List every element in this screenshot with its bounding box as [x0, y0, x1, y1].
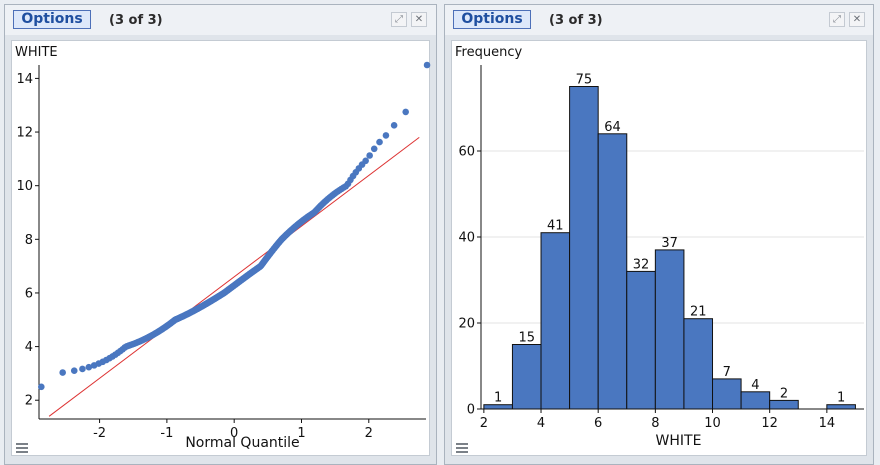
x-axis-label: WHITE	[656, 433, 702, 449]
x-tick-label: 8	[651, 416, 659, 431]
close-icon[interactable]: ✕	[411, 12, 427, 27]
y-tick-label: 40	[458, 231, 475, 246]
histogram-bar	[626, 270, 656, 410]
options-button[interactable]: Options	[453, 10, 531, 29]
page-count: (3 of 3)	[549, 13, 603, 28]
y-tick-label: 4	[25, 340, 33, 355]
normal-quantile-plot-panel: Options (3 of 3) ⤢ ✕ WHITE 2 4 6 8 10 12 14 -2 -1…	[4, 4, 437, 465]
plot-area: WHITE 2 4 6 8 10 12 14 -2 -1 0 1 2 Normal Quantile	[11, 40, 431, 456]
data-point	[85, 363, 93, 371]
bar-value-label: 75	[576, 73, 593, 88]
expand-icon[interactable]: ⤢	[829, 12, 845, 27]
y-axis-label: Frequency	[455, 45, 522, 60]
data-point	[402, 108, 409, 116]
x-tick-label: 14	[819, 416, 836, 431]
data-point	[423, 61, 431, 69]
hamburger-menu-icon[interactable]	[16, 443, 28, 453]
x-axis-label: Normal Quantile	[185, 435, 299, 451]
reference-line	[48, 137, 420, 417]
x-tick-label: 6	[594, 416, 602, 431]
x-tick-label: 10	[704, 416, 721, 431]
y-tick-label: 10	[16, 179, 33, 194]
bar-value-label: 1	[837, 391, 845, 406]
histogram-bar	[597, 133, 628, 410]
panel-titlebar: Options (3 of 3) ⤢ ✕	[445, 5, 873, 35]
data-point	[390, 122, 398, 129]
y-tick-label: 20	[458, 317, 475, 332]
hamburger-menu-icon[interactable]	[456, 443, 468, 453]
x-tick-label: 2	[480, 416, 488, 431]
y-tick-label: 8	[25, 233, 33, 248]
panel-titlebar: Options (3 of 3) ⤢ ✕	[5, 5, 436, 35]
bar-value-label: 2	[780, 386, 788, 401]
histogram-bar	[740, 391, 771, 410]
histogram-bar	[683, 318, 714, 410]
data-point	[362, 157, 369, 165]
bar-value-label: 21	[690, 305, 707, 320]
bar-value-label: 4	[751, 378, 759, 393]
data-point	[376, 138, 383, 146]
x-tick-label: 1	[297, 426, 305, 441]
data-point	[38, 383, 45, 391]
x-tick-label: 12	[761, 416, 778, 431]
x-tick-label: 2	[365, 426, 373, 441]
data-point	[366, 152, 373, 159]
histogram-bar	[712, 378, 742, 410]
y-tick-label: 14	[16, 72, 33, 87]
data-point	[59, 369, 66, 376]
bar-value-label: 37	[661, 236, 678, 251]
data-point	[79, 365, 86, 373]
histogram-bar	[569, 86, 599, 410]
bar-value-label: 1	[494, 391, 502, 406]
histogram-bar	[511, 344, 542, 410]
bar-value-label: 41	[547, 219, 564, 234]
histogram-panel: Options (3 of 3) ⤢ ✕ Frequency 0 20 40 60 1 15…	[444, 4, 874, 465]
y-tick-label: 6	[25, 286, 33, 301]
data-point	[382, 132, 390, 139]
y-tick-label: 60	[458, 145, 475, 160]
x-tick-label: -1	[160, 426, 173, 441]
close-icon[interactable]: ✕	[849, 12, 865, 27]
options-button[interactable]: Options	[13, 10, 91, 29]
histogram-bar	[769, 399, 799, 410]
plot-area: Frequency 0 20 40 60 1 15 41 75 64 32 37 21 7 4 2 1 2 4 6 8 1…	[451, 40, 867, 456]
y-tick-label: 0	[467, 403, 475, 418]
data-point	[370, 145, 378, 153]
histogram-bar	[540, 232, 571, 410]
y-tick-label: 2	[25, 394, 33, 409]
y-axis-label: WHITE	[15, 45, 58, 60]
x-tick-label: -2	[93, 426, 106, 441]
data-point	[70, 367, 78, 375]
bar-value-label: 32	[633, 257, 650, 272]
page-count: (3 of 3)	[109, 13, 163, 28]
bar-value-label: 15	[518, 331, 535, 346]
x-tick-label: 0	[230, 426, 238, 441]
histogram-bar	[654, 249, 685, 410]
expand-icon[interactable]: ⤢	[391, 12, 407, 27]
bar-value-label: 7	[723, 365, 731, 380]
bar-value-label: 64	[604, 120, 621, 135]
y-tick-label: 12	[16, 126, 33, 141]
x-tick-label: 4	[537, 416, 545, 431]
